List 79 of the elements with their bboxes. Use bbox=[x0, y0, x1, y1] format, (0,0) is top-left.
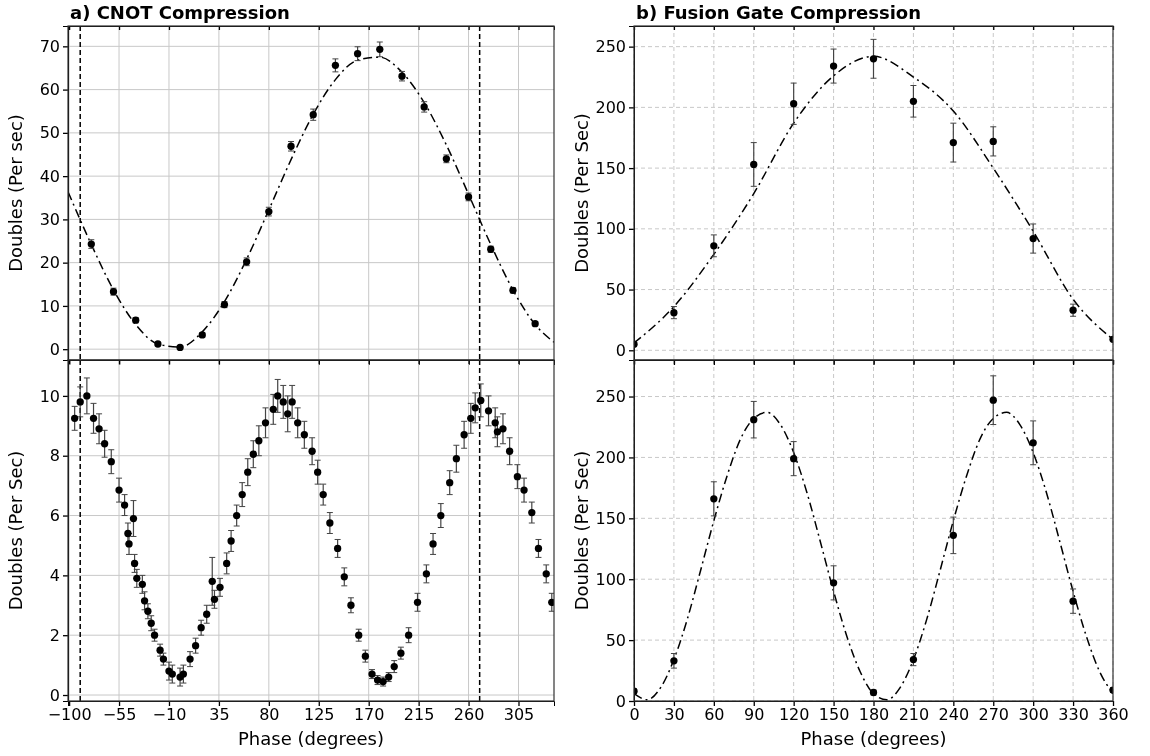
x-tick-label: 180 bbox=[858, 705, 890, 725]
x-tick-label: 240 bbox=[938, 705, 970, 725]
point bbox=[989, 396, 997, 404]
y-tick-label: 150 bbox=[595, 158, 626, 178]
x-tick-label: 210 bbox=[898, 705, 930, 725]
x-tick-label: 300 bbox=[1018, 705, 1049, 725]
point bbox=[710, 242, 718, 250]
x-tick-label: 0 bbox=[629, 705, 640, 725]
x-axis-title: Phase (degrees) bbox=[238, 728, 384, 749]
x-tick-label: 120 bbox=[778, 705, 810, 725]
y-tick-label: 10 bbox=[39, 296, 60, 316]
x-tick-label: 270 bbox=[978, 705, 1010, 725]
point bbox=[949, 531, 957, 540]
y-axis-title: Doubles (Per Sec) bbox=[571, 113, 592, 273]
point bbox=[790, 455, 798, 463]
point bbox=[1029, 439, 1037, 447]
point bbox=[710, 495, 718, 503]
point bbox=[949, 138, 957, 147]
x-tick-label: 330 bbox=[1058, 705, 1089, 725]
y-tick-label: 70 bbox=[39, 36, 60, 56]
x-tick-label: 90 bbox=[744, 705, 765, 725]
y-tick-label: 40 bbox=[39, 166, 60, 186]
y-tick-label: 250 bbox=[595, 37, 626, 57]
y-tick-label: 6 bbox=[49, 506, 60, 526]
y-axis-title: Doubles (Per Sec) bbox=[5, 450, 26, 611]
y-tick-label: 100 bbox=[595, 569, 626, 589]
y-tick-label: 4 bbox=[49, 565, 60, 585]
x-tick-label: 170 bbox=[353, 705, 385, 725]
point bbox=[790, 100, 798, 108]
point bbox=[989, 137, 997, 146]
x-tick-label: 215 bbox=[403, 705, 435, 725]
x-tick-label: 60 bbox=[704, 705, 725, 725]
x-tick-label: −100 bbox=[47, 705, 92, 725]
y-tick-label: 250 bbox=[595, 387, 626, 407]
y-tick-label: 20 bbox=[39, 253, 60, 273]
y-tick-label: 200 bbox=[595, 97, 626, 117]
point bbox=[1029, 234, 1037, 243]
y-tick-label: 100 bbox=[595, 219, 626, 239]
y-tick-label: 0 bbox=[615, 340, 626, 360]
y-tick-label: 200 bbox=[595, 448, 626, 468]
y-tick-label: 50 bbox=[39, 123, 60, 143]
y-tick-label: 0 bbox=[49, 685, 60, 705]
point bbox=[750, 416, 758, 424]
point bbox=[750, 160, 758, 169]
x-axis-title: Phase (degrees) bbox=[800, 728, 947, 749]
y-tick-label: 0 bbox=[49, 339, 60, 359]
y-tick-label: 150 bbox=[595, 508, 626, 528]
chart-title: a) CNOT Compression bbox=[70, 2, 290, 23]
x-tick-label: 80 bbox=[259, 705, 280, 725]
x-tick-label: 150 bbox=[818, 705, 850, 725]
x-tick-label: 30 bbox=[664, 705, 685, 725]
y-tick-label: 50 bbox=[605, 630, 626, 650]
point bbox=[1069, 597, 1077, 605]
point bbox=[829, 62, 838, 70]
x-tick-label: −55 bbox=[102, 705, 137, 725]
point bbox=[829, 579, 838, 587]
point bbox=[869, 55, 878, 63]
y-axis-title: Doubles (Per Sec) bbox=[571, 450, 592, 611]
x-tick-label: −10 bbox=[152, 705, 187, 725]
y-tick-label: 30 bbox=[39, 210, 60, 230]
point bbox=[331, 61, 340, 70]
x-tick-label: 35 bbox=[209, 705, 230, 725]
y-tick-label: 0 bbox=[615, 691, 626, 711]
x-tick-label: 125 bbox=[303, 705, 335, 725]
x-tick-label: 305 bbox=[503, 705, 535, 725]
point bbox=[353, 50, 362, 58]
x-tick-label: 260 bbox=[453, 705, 485, 725]
y-tick-label: 60 bbox=[39, 80, 60, 100]
point bbox=[909, 655, 918, 664]
y-tick-label: 50 bbox=[605, 280, 626, 300]
chart-title: b) Fusion Gate Compression bbox=[636, 2, 922, 23]
y-tick-label: 10 bbox=[39, 386, 60, 406]
point bbox=[670, 657, 678, 665]
x-tick-label: 360 bbox=[1098, 705, 1129, 725]
point bbox=[909, 97, 918, 105]
y-tick-label: 8 bbox=[49, 446, 60, 466]
point bbox=[376, 45, 384, 54]
y-axis-title: Doubles (Per sec) bbox=[5, 114, 26, 272]
y-tick-label: 2 bbox=[49, 625, 60, 645]
